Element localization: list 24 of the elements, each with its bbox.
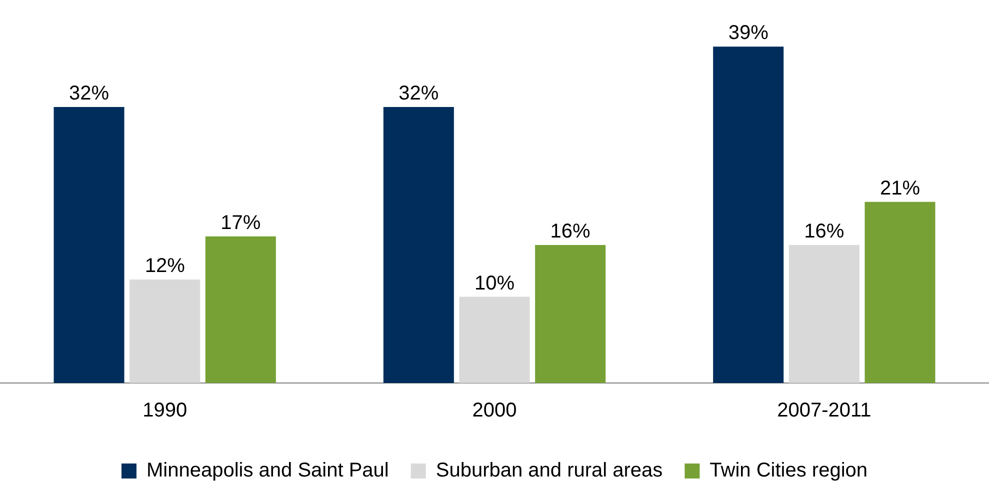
bar [788, 245, 860, 383]
legend-label: Minneapolis and Saint Paul [146, 460, 389, 482]
data-label: 16% [550, 220, 591, 243]
x-tick-label: 2000 [472, 400, 517, 422]
data-label: 12% [144, 255, 186, 278]
bar [535, 245, 606, 383]
bar [54, 107, 124, 383]
x-tick-label: 2007-2011 [777, 400, 872, 422]
data-label: 16% [804, 220, 844, 243]
data-label: 32% [68, 82, 110, 105]
bar [713, 46, 784, 383]
bar [864, 202, 936, 383]
data-label: 32% [398, 82, 439, 105]
data-label: 21% [880, 177, 920, 200]
x-tick-label: 1990 [142, 400, 188, 422]
data-label: 39% [728, 22, 769, 44]
bar [459, 296, 530, 383]
legend-label: Twin Cities region [710, 460, 868, 482]
legend-label: Suburban and rural areas [436, 460, 663, 482]
bar [205, 236, 276, 383]
bar [130, 280, 200, 383]
bar [383, 107, 454, 383]
data-label: 17% [220, 212, 261, 234]
data-label: 10% [474, 272, 515, 294]
